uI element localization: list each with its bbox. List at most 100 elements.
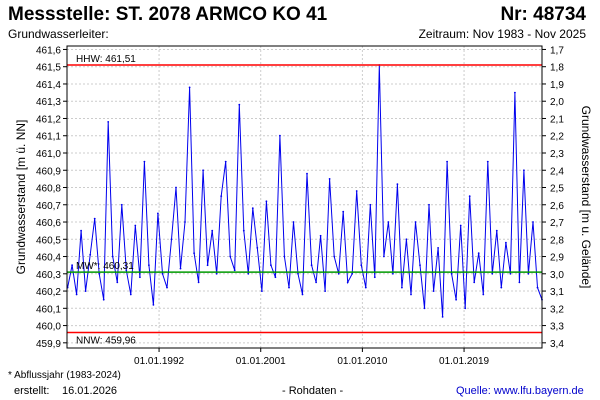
y-tick-label-right: 3,1 [550, 287, 564, 298]
reference-label-hhw: HHW: 461,51 [76, 54, 136, 65]
data-point [346, 281, 349, 284]
data-point [310, 264, 313, 267]
data-point [464, 307, 467, 310]
y-tick-label-right: 2,7 [550, 218, 564, 229]
data-point [270, 264, 272, 267]
y-tick-label-right: 1,7 [550, 45, 564, 56]
y-tick-label-right: 3,3 [550, 322, 564, 333]
y-tick-label-left: 461,1 [36, 132, 61, 143]
data-point [301, 293, 304, 296]
data-point [261, 290, 263, 292]
source-link[interactable]: Quelle: www.lfu.bayern.de [456, 385, 584, 397]
data-point [242, 229, 245, 232]
created-date: 16.01.2026 [62, 385, 118, 397]
y-axis-label-left: Grundwasserstand [m ü. NN] [14, 120, 28, 275]
data-point [351, 272, 354, 275]
data-point [80, 229, 82, 232]
y-tick-label-right: 3,4 [550, 339, 564, 350]
data-point [505, 241, 507, 244]
data-point [98, 272, 101, 275]
data-point [319, 234, 322, 237]
y-tick-label-left: 461,3 [36, 97, 61, 108]
reference-label-mw: MW*: 460,31 [76, 261, 134, 272]
data-point [446, 160, 448, 163]
data-point [373, 276, 376, 279]
data-point [342, 210, 345, 213]
data-point [333, 255, 336, 258]
y-tick-label-left: 460,9 [36, 166, 61, 177]
y-tick-label-right: 2,4 [550, 166, 564, 177]
y-tick-label-left: 460,4 [36, 253, 61, 264]
y-tick-label-left: 460,2 [36, 287, 61, 298]
data-point [233, 269, 236, 272]
y-tick-label-left: 460,8 [36, 184, 61, 195]
data-point [355, 190, 358, 192]
data-point [102, 298, 105, 301]
reference-label-nnw: NNW: 459,96 [76, 335, 136, 346]
y-tick-label-right: 3,2 [550, 304, 564, 315]
data-point [274, 276, 277, 279]
data-point [152, 304, 155, 306]
data-point [306, 172, 308, 175]
data-point [134, 224, 137, 227]
data-point [410, 293, 412, 296]
station-number: Nr: 48734 [500, 4, 586, 25]
y-tick-label-right: 1,9 [550, 80, 564, 91]
y-tick-label-right: 1,8 [550, 63, 564, 74]
y-tick-label-right: 2,6 [550, 201, 564, 212]
raw-data-label: - Rohdaten - [282, 385, 344, 397]
y-tick-label-right: 3,0 [550, 270, 564, 281]
data-point [536, 286, 539, 289]
x-tick-label: 01.01.2001 [236, 356, 286, 367]
data-point [71, 264, 73, 267]
data-point [441, 316, 444, 318]
data-point [107, 121, 110, 123]
data-point [215, 272, 218, 275]
data-point [238, 103, 241, 106]
data-point [247, 272, 250, 275]
grid-layer [67, 46, 542, 348]
data-point [491, 272, 494, 275]
data-point [93, 217, 96, 220]
data-point [120, 203, 123, 206]
data-point [288, 286, 290, 289]
data-point [84, 290, 87, 292]
data-point [229, 255, 232, 258]
data-point [297, 272, 299, 275]
data-point [514, 91, 516, 94]
data-point [116, 281, 119, 284]
y-tick-label-left: 460,0 [36, 322, 61, 333]
y-tick-label-left: 460,3 [36, 270, 61, 281]
data-point [419, 264, 421, 267]
data-point [509, 272, 512, 275]
data-point [202, 169, 205, 172]
data-point [405, 238, 408, 241]
data-point [139, 276, 141, 279]
data-point [477, 252, 480, 255]
period-label: Zeitraum: Nov 1983 - Nov 2025 [418, 27, 586, 41]
plot-frame [66, 45, 543, 349]
data-point [428, 203, 430, 206]
data-point [383, 255, 385, 258]
data-point [396, 183, 399, 186]
data-point [161, 272, 164, 275]
y-axis-label-right: Grundwasserstand [m u. Gelände] [579, 106, 593, 289]
data-point [125, 269, 128, 272]
data-point [459, 224, 462, 227]
y-tick-label-right: 2,1 [550, 114, 564, 125]
station-title: Messstelle: ST. 2078 ARMCO KO 41 [8, 4, 328, 25]
x-tick-label: 01.01.2019 [439, 356, 489, 367]
data-point [256, 247, 259, 249]
data-point [292, 221, 295, 223]
data-point [437, 247, 439, 249]
data-point [175, 186, 177, 189]
y-tick-label-right: 2,5 [550, 184, 564, 195]
data-point [423, 307, 426, 310]
data-point [179, 267, 182, 270]
data-point [283, 255, 286, 258]
series-line [67, 64, 543, 317]
data-point [251, 207, 254, 210]
data-point [523, 169, 525, 172]
data-point [166, 286, 168, 289]
data-point [473, 281, 476, 284]
